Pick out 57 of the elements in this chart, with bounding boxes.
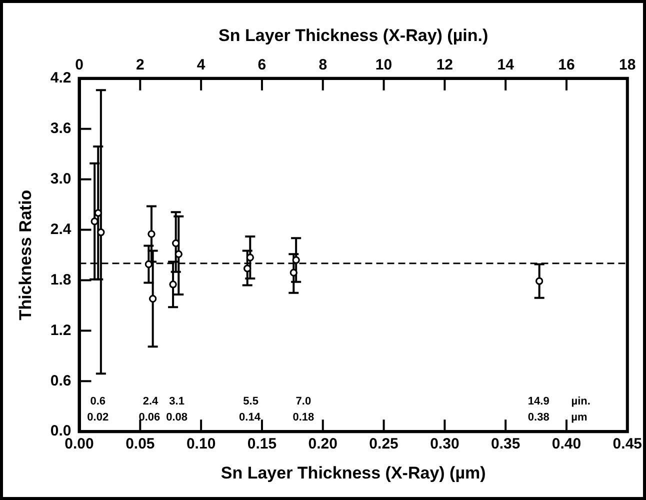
annotation: 3.1 <box>169 396 184 408</box>
annotation: 0.08 <box>166 412 188 424</box>
x2-tick-label: 18 <box>619 56 636 74</box>
point <box>244 264 252 272</box>
annotation: 0.38 <box>528 412 550 424</box>
x-tick-label: 0.10 <box>186 436 216 453</box>
x-tick-label: 0.40 <box>552 436 582 453</box>
annotation: 14.9 <box>528 396 550 408</box>
point <box>536 277 544 285</box>
annotation: 5.5 <box>243 396 258 408</box>
x2-tick-label: 14 <box>497 56 515 74</box>
x2-axis-title: Sn Layer Thickness (X-Ray) (µin.) <box>218 26 488 45</box>
point <box>148 230 156 238</box>
x2-tick-label: 10 <box>375 56 392 74</box>
x2-tick-label: 4 <box>196 56 206 74</box>
annotation: 0.18 <box>292 412 314 424</box>
annotation: 2.4 <box>142 396 160 408</box>
point <box>97 228 105 236</box>
annotation: µin. <box>571 396 590 408</box>
x2-tick-label: 16 <box>558 56 575 74</box>
point <box>172 239 180 247</box>
point <box>90 218 98 226</box>
y-tick-label: 2.4 <box>50 220 72 238</box>
x2-tick-label: 6 <box>258 56 266 74</box>
annotation: 0.14 <box>239 412 262 424</box>
y-tick-label: 0.6 <box>50 372 72 390</box>
x-tick-label: 0.00 <box>64 436 94 453</box>
x2-tick-label: 12 <box>436 56 454 74</box>
annotation: 7.0 <box>296 396 312 408</box>
annotation: 0.02 <box>87 412 109 424</box>
y-tick-label: 4.2 <box>50 70 72 87</box>
point <box>246 254 254 262</box>
y-axis-title: Thickness Ratio <box>16 190 35 320</box>
annotation: µm <box>571 412 588 424</box>
point <box>292 256 300 264</box>
x-tick-label: 0.25 <box>369 436 398 453</box>
point <box>169 280 177 288</box>
y-tick-label: 1.2 <box>50 322 72 339</box>
x-tick-label: 0.30 <box>430 436 460 453</box>
y-tick-label: 3.0 <box>50 170 72 188</box>
x2-tick-label: 8 <box>318 56 328 74</box>
annotation: 0.6 <box>90 396 106 408</box>
x2-tick-label: 2 <box>136 56 144 74</box>
point <box>149 294 157 302</box>
x-tick-label: 0.45 <box>612 436 642 453</box>
annotation: 0.06 <box>138 412 160 424</box>
point <box>144 260 152 268</box>
point <box>290 268 298 276</box>
x-tick-label: 0.35 <box>490 436 520 453</box>
x-tick-label: 0.05 <box>126 436 155 453</box>
point <box>174 250 182 258</box>
x-tick-label: 0.15 <box>247 436 277 453</box>
x-tick-label: 0.20 <box>308 436 338 453</box>
y-tick-label: 1.8 <box>50 271 72 288</box>
x2-tick-label: 0 <box>75 56 84 74</box>
x-axis-title: Sn Layer Thickness (X-Ray) (µm) <box>220 463 486 482</box>
y-tick-label: 3.6 <box>50 120 72 137</box>
